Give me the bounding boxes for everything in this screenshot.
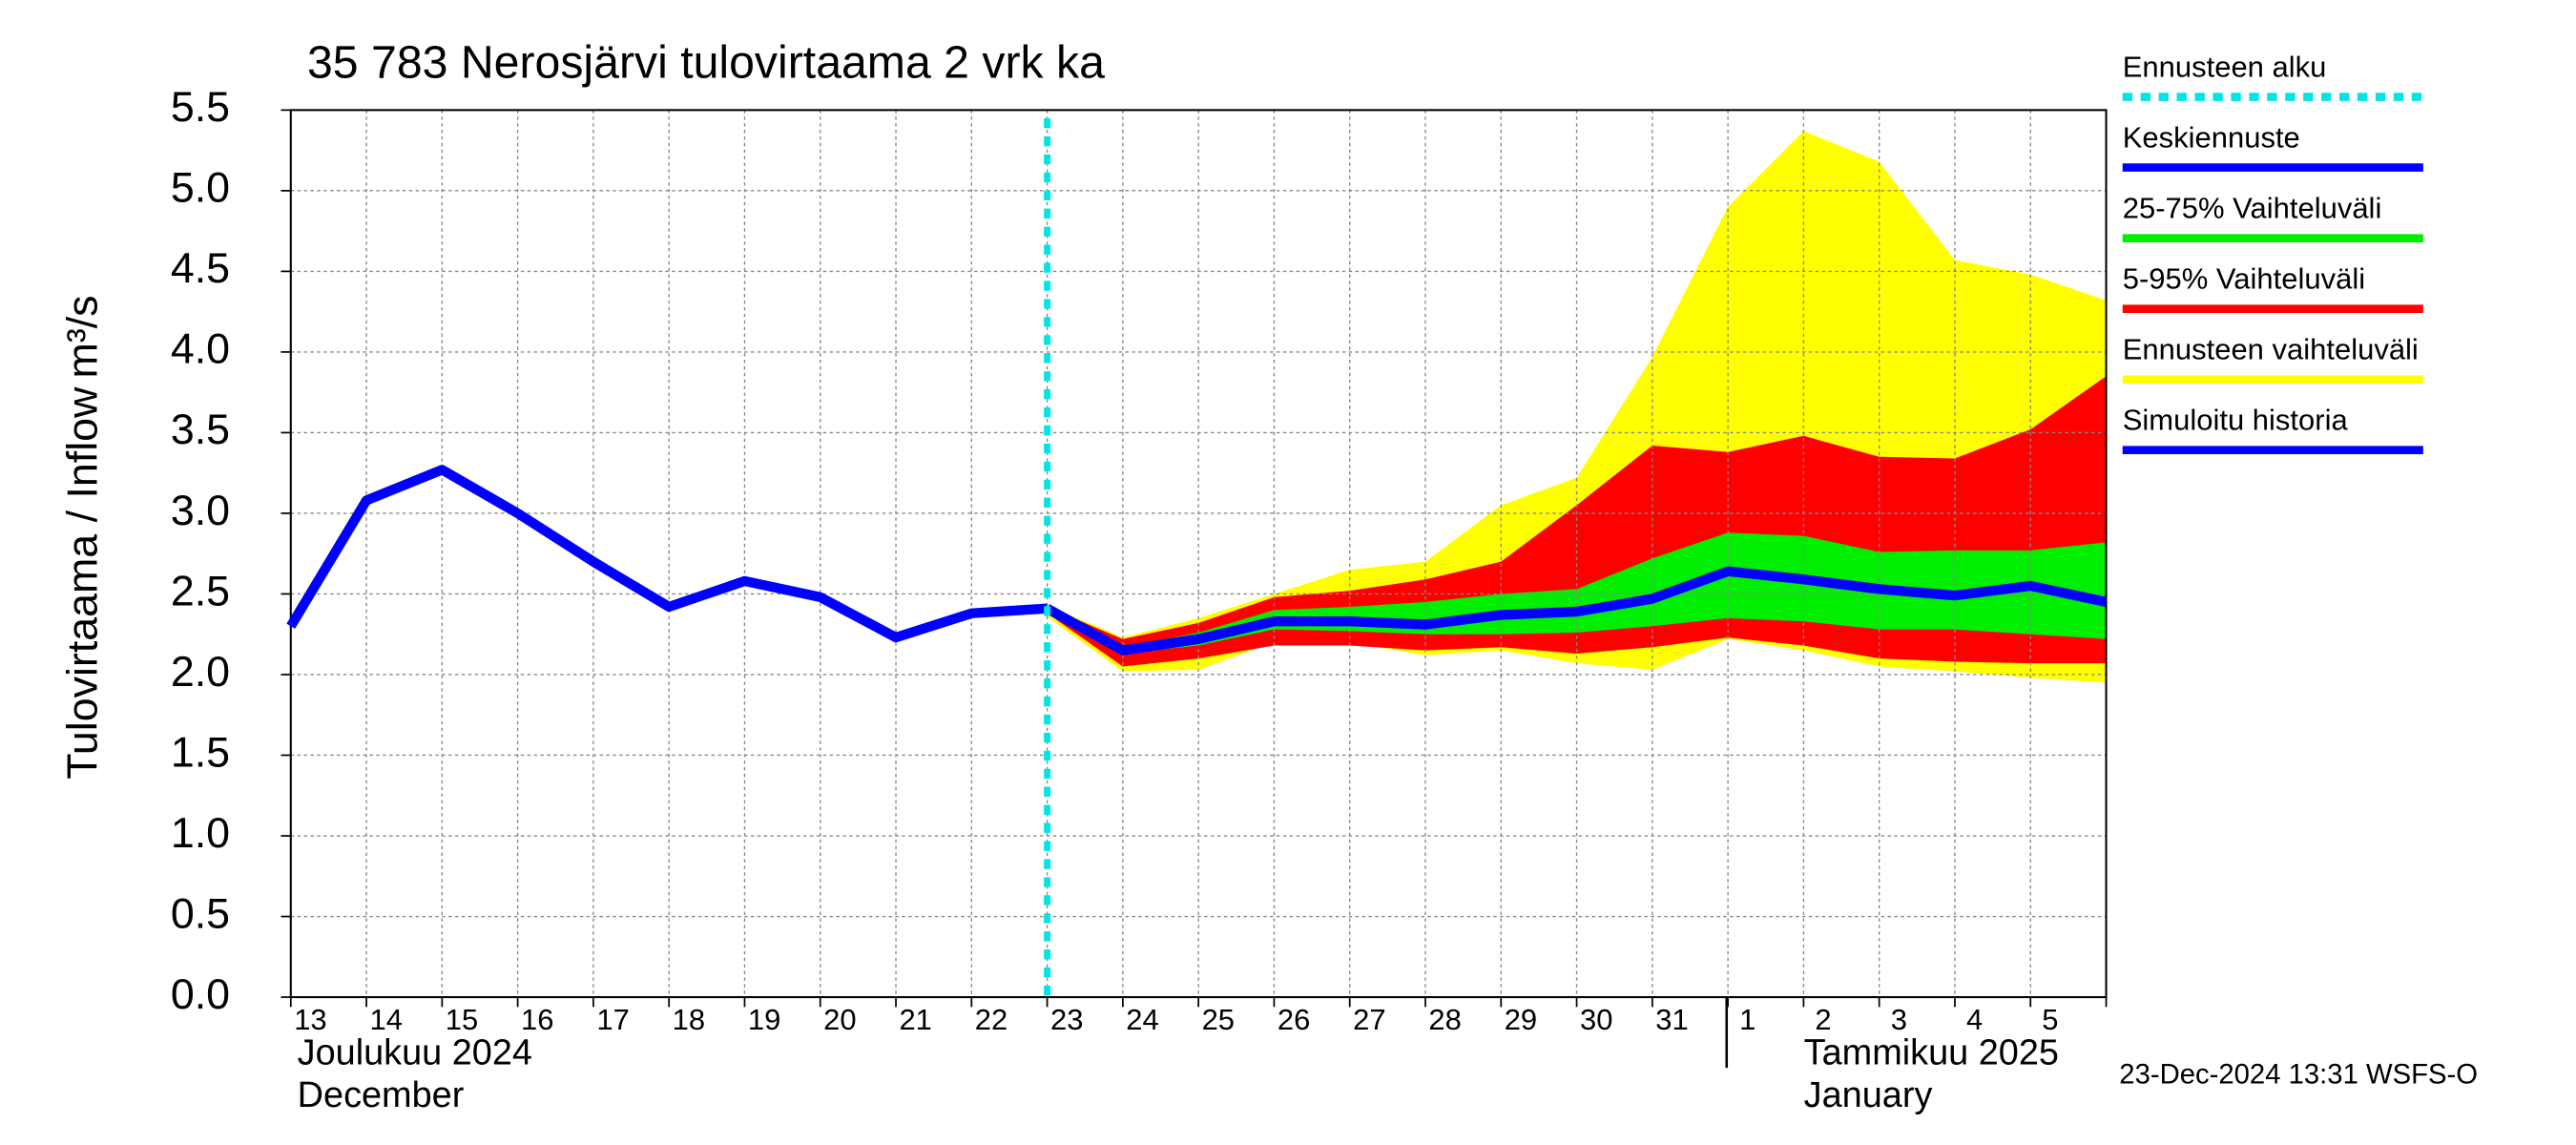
month-label: Joulukuu 2024 bbox=[298, 1032, 532, 1072]
month-label: Tammikuu 2025 bbox=[1804, 1032, 2059, 1072]
series-line bbox=[286, 465, 1048, 643]
x-tick-label: 22 bbox=[975, 1003, 1008, 1036]
x-tick-label: 18 bbox=[673, 1003, 705, 1036]
month-label: December bbox=[298, 1075, 465, 1115]
series-line bbox=[1045, 566, 2108, 656]
x-tick-label: 17 bbox=[596, 1003, 629, 1036]
x-tick-label: 5 bbox=[2042, 1003, 2058, 1036]
legend-label: Simuloitu historia bbox=[2123, 404, 2349, 437]
y-tick-label: 0.5 bbox=[171, 889, 230, 937]
y-tick-label: 1.5 bbox=[171, 728, 230, 776]
x-tick-label: 30 bbox=[1580, 1003, 1612, 1036]
x-tick-label: 3 bbox=[1891, 1003, 1907, 1036]
x-tick-label: 14 bbox=[369, 1003, 402, 1036]
legend-label: Keskiennuste bbox=[2123, 121, 2300, 155]
x-tick-label: 24 bbox=[1126, 1003, 1158, 1036]
x-tick-label: 26 bbox=[1278, 1003, 1310, 1036]
x-tick-label: 27 bbox=[1353, 1003, 1385, 1036]
x-tick-label: 15 bbox=[446, 1003, 478, 1036]
x-tick-label: 16 bbox=[521, 1003, 553, 1036]
y-tick-label: 2.5 bbox=[171, 567, 230, 614]
y-tick-label: 4.5 bbox=[171, 244, 230, 292]
legend-label: 25-75% Vaihteluväli bbox=[2123, 192, 2382, 225]
x-tick-label: 19 bbox=[748, 1003, 780, 1036]
legend-label: Ennusteen alku bbox=[2123, 50, 2327, 83]
x-tick-label: 28 bbox=[1428, 1003, 1461, 1036]
x-tick-label: 29 bbox=[1505, 1003, 1537, 1036]
y-tick-label: 3.0 bbox=[171, 487, 230, 534]
x-tick-label: 21 bbox=[899, 1003, 931, 1036]
y-tick-label: 3.5 bbox=[171, 406, 230, 453]
legend-label: 5-95% Vaihteluväli bbox=[2123, 262, 2365, 296]
y-tick-label: 4.0 bbox=[171, 325, 230, 373]
timestamp: 23-Dec-2024 13:31 WSFS-O bbox=[2119, 1059, 2478, 1090]
y-tick-label: 5.5 bbox=[171, 83, 230, 131]
x-tick-label: 4 bbox=[1966, 1003, 1983, 1036]
x-tick-label: 25 bbox=[1202, 1003, 1235, 1036]
x-tick-label: 20 bbox=[823, 1003, 856, 1036]
x-tick-label: 31 bbox=[1655, 1003, 1688, 1036]
chart-title: 35 783 Nerosjärvi tulovirtaama 2 vrk ka bbox=[307, 37, 1105, 89]
y-tick-label: 5.0 bbox=[171, 164, 230, 212]
y-axis-unit: m³/s bbox=[58, 295, 106, 378]
y-axis-label: Tulovirtaama / Inflow bbox=[58, 386, 106, 780]
plot-frame bbox=[289, 109, 2108, 999]
y-tick-label: 1.0 bbox=[171, 809, 230, 857]
y-tick-label: 0.0 bbox=[171, 970, 230, 1018]
x-tick-label: 1 bbox=[1739, 1003, 1755, 1036]
y-tick-label: 2.0 bbox=[171, 648, 230, 696]
x-tick-label: 13 bbox=[294, 1003, 326, 1036]
x-tick-label: 2 bbox=[1815, 1003, 1831, 1036]
x-tick-label: 23 bbox=[1050, 1003, 1083, 1036]
legend-label: Ennusteen vaihteluväli bbox=[2123, 333, 2419, 366]
month-label: January bbox=[1804, 1075, 1933, 1115]
